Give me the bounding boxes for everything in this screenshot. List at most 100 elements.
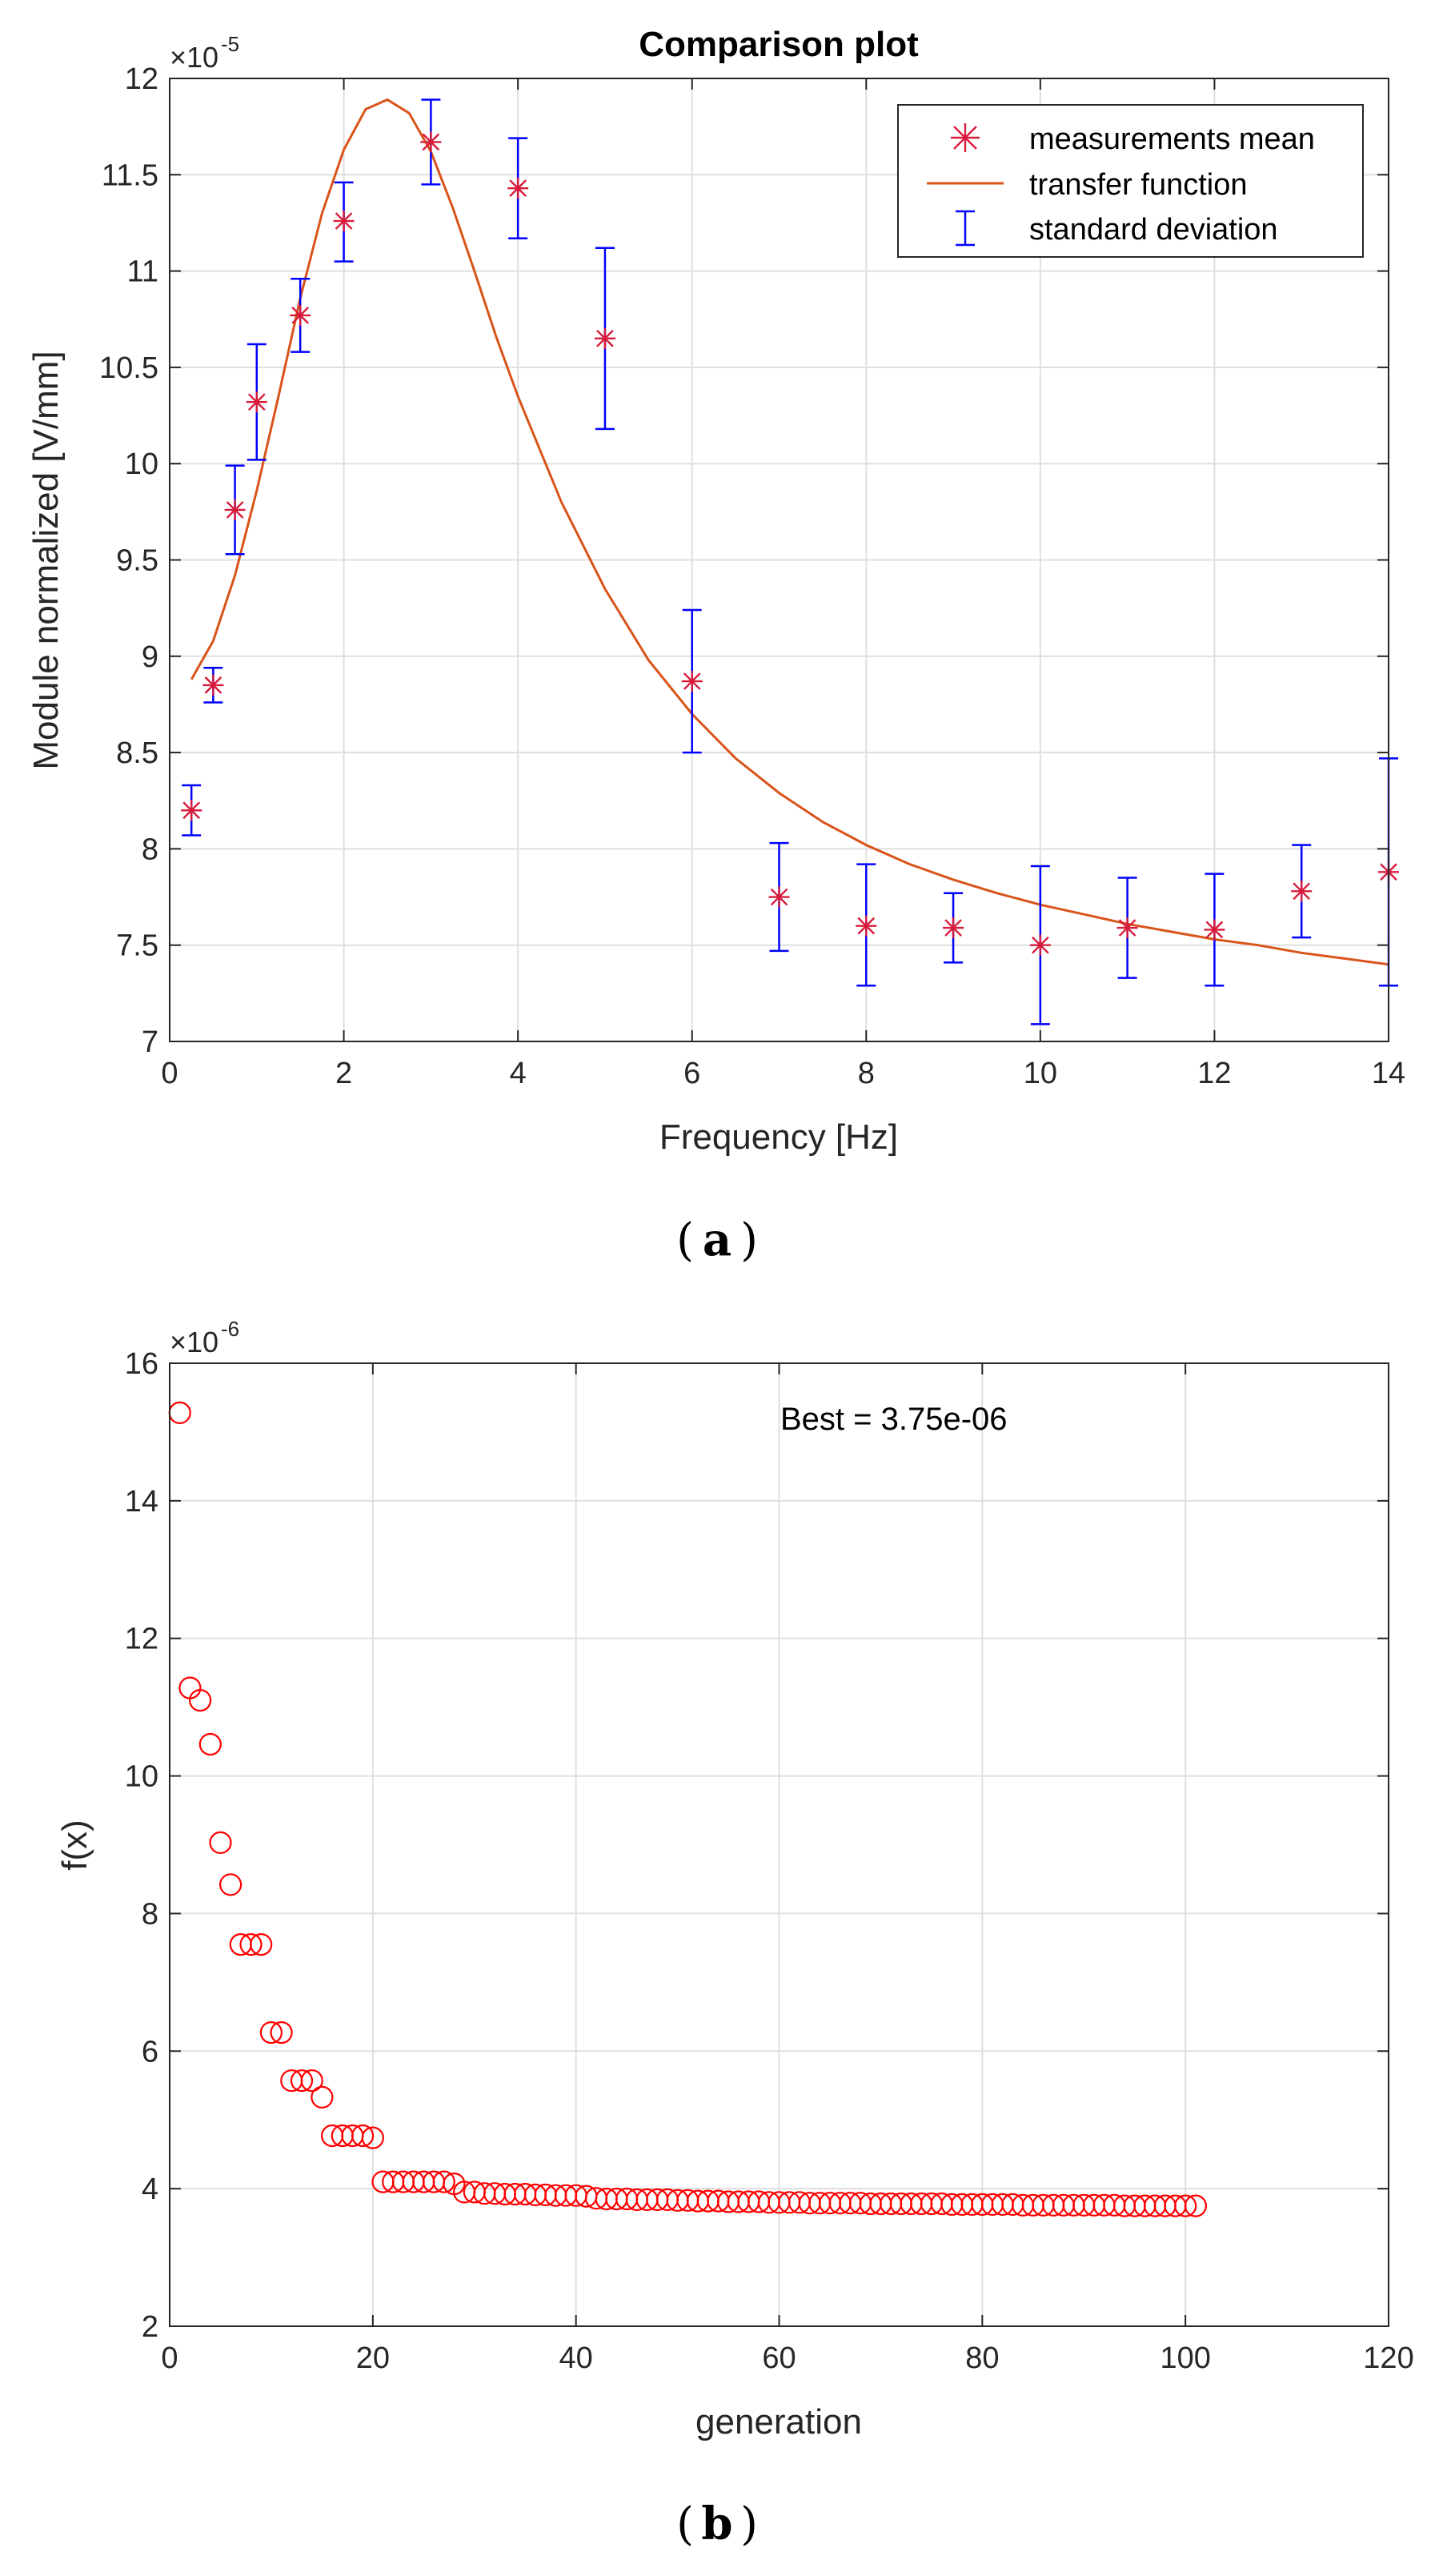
y-tick-label-b: 2 <box>142 2310 158 2344</box>
x-axis-label-a: Frequency [Hz] <box>659 1117 898 1157</box>
fitness-point <box>300 2069 323 2092</box>
x-tick-label-b: 60 <box>762 2341 796 2375</box>
fitness-point <box>198 1732 222 1756</box>
mean-marker <box>333 211 355 232</box>
ticks-a: 0 2 4 6 8 10 12 14 7 7.5 8 8.5 9 9.5 10 10.5 11 11.5 12 <box>99 62 1405 1090</box>
mean-marker <box>856 915 877 937</box>
caption-letter-b: b <box>701 2498 732 2550</box>
best-annotation: Best = 3.75e-06 <box>780 1402 1008 1437</box>
mean-marker <box>181 800 202 821</box>
fitness-point <box>311 2085 334 2109</box>
fitness-points-layer <box>168 1401 1208 2217</box>
fitness-point <box>239 1933 263 1956</box>
x-tick-label-b: 40 <box>559 2341 593 2375</box>
y-tick-label-a: 7.5 <box>116 929 158 963</box>
mean-marker <box>1116 917 1138 939</box>
x-tick-label-b: 80 <box>965 2341 999 2375</box>
transfer-function-line <box>190 98 1389 966</box>
y-tick-label-b: 4 <box>142 2173 158 2206</box>
y-scale-base-a: ×10 <box>170 41 218 74</box>
fitness-point <box>1184 2194 1208 2217</box>
y-scale-exponent-b: -6 <box>221 1317 239 1341</box>
mean-marker <box>594 327 615 349</box>
x-tick-label-b: 0 <box>161 2341 178 2375</box>
x-tick-label-b: 100 <box>1160 2341 1210 2375</box>
y-scale-factor-a: ×10 -5 <box>170 32 239 74</box>
y-tick-label-a: 11 <box>127 255 158 289</box>
x-tick-label-b: 20 <box>356 2341 390 2375</box>
mean-marker <box>246 391 267 413</box>
y-scale-factor-b: ×10 -6 <box>170 1317 239 1358</box>
caption-paren-close-b: ) <box>740 2498 758 2550</box>
mean-marker <box>507 178 529 199</box>
y-tick-label-a: 11.5 <box>102 158 158 192</box>
y-tick-label-b: 16 <box>125 1347 158 1381</box>
y-tick-label-a: 10.5 <box>99 351 158 385</box>
x-tick-label-a: 14 <box>1372 1057 1405 1090</box>
y-axis-label-a: Module normalized [V/mm] <box>26 351 66 769</box>
legend-label-std: standard deviation <box>1029 213 1278 247</box>
fitness-point <box>189 1689 212 1712</box>
mean-marker <box>681 671 703 692</box>
y-tick-label-b: 6 <box>142 2035 158 2068</box>
y-tick-label-b: 8 <box>142 1897 158 1931</box>
transfer-function-layer <box>190 98 1389 966</box>
caption-paren-close-a: ) <box>740 1214 758 1266</box>
y-tick-label-a: 12 <box>125 62 158 96</box>
caption-paren-open-a: ( <box>676 1214 694 1266</box>
measurements-mean-layer <box>181 131 1399 956</box>
ticks-b: 0 20 40 60 80 100 120 2 4 6 8 10 12 14 16 <box>125 1347 1414 2375</box>
mean-marker <box>943 917 964 939</box>
fitness-point <box>250 1933 273 1956</box>
mean-marker <box>420 131 442 153</box>
fitness-point <box>290 2069 314 2092</box>
x-tick-label-a: 0 <box>161 1057 178 1090</box>
fitness-point <box>219 1873 243 1896</box>
comparison-plot: 0 2 4 6 8 10 12 14 7 7.5 8 8.5 9 9.5 10 10.5 11 11.5 12 Co… <box>26 25 1405 1266</box>
chart-title-a: Comparison plot <box>639 25 919 64</box>
grid-b <box>170 1363 1389 2326</box>
caption-letter-a: a <box>703 1214 732 1266</box>
caption-b: ( b ) <box>676 2498 758 2550</box>
legend-marker-mean <box>951 123 980 152</box>
x-tick-label-a: 10 <box>1024 1057 1057 1090</box>
x-axis-label-b: generation <box>695 2402 862 2442</box>
mean-marker <box>1291 881 1313 902</box>
fitness-point <box>432 2170 455 2193</box>
legend-marker-std <box>956 210 975 247</box>
y-tick-label-b: 10 <box>125 1760 158 1794</box>
y-tick-label-b: 12 <box>125 1623 158 1656</box>
legend-label-mean: measurements mean <box>1029 122 1315 156</box>
fitness-point <box>361 2126 384 2149</box>
grid-a <box>170 78 1389 1041</box>
caption-a: ( a ) <box>676 1214 758 1266</box>
legend-label-transfer: transfer function <box>1029 168 1247 202</box>
y-tick-label-b: 14 <box>125 1485 158 1519</box>
mean-marker <box>1204 919 1225 941</box>
x-tick-label-b: 120 <box>1363 2341 1413 2375</box>
fitness-point <box>259 2021 283 2044</box>
y-tick-label-a: 8.5 <box>116 736 158 770</box>
y-tick-label-a: 7 <box>142 1025 158 1059</box>
y-tick-label-a: 10 <box>125 447 158 481</box>
fitness-plot: 0 20 40 60 80 100 120 2 4 6 8 10 12 14 16 ×10 -6 Best … <box>55 1317 1414 2550</box>
mean-marker <box>768 886 790 908</box>
mean-marker <box>1029 934 1051 956</box>
mean-marker <box>290 304 311 326</box>
fitness-point <box>209 1831 232 1854</box>
mean-marker <box>224 499 246 520</box>
legend-a: measurements mean transfer function stan… <box>897 104 1364 258</box>
x-tick-label-a: 4 <box>510 1057 527 1090</box>
x-tick-label-a: 8 <box>858 1057 875 1090</box>
caption-paren-open-b: ( <box>676 2498 694 2550</box>
y-axis-label-b: f(x) <box>55 1820 94 1871</box>
y-scale-exponent-a: -5 <box>221 32 239 56</box>
x-tick-label-a: 6 <box>683 1057 700 1090</box>
y-scale-base-b: ×10 <box>170 1326 218 1358</box>
fitness-point <box>270 2021 293 2044</box>
y-tick-label-a: 9 <box>142 640 158 674</box>
x-tick-label-a: 12 <box>1197 1057 1231 1090</box>
y-tick-label-a: 8 <box>142 833 158 866</box>
fitness-point <box>1174 2194 1197 2217</box>
